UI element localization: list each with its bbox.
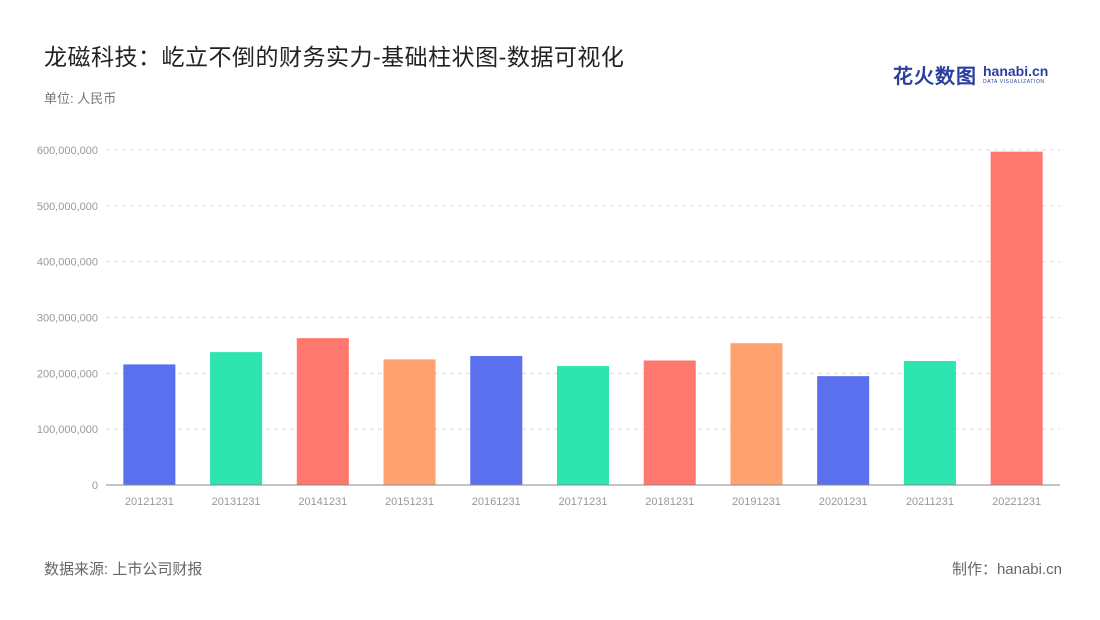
bars [123,151,1043,486]
x-tick-label: 20151231 [385,496,434,508]
brand-logo: 花火数图 hanabi.cn DATA VISUALIZATION [893,60,1048,89]
y-tick-label: 400,000,000 [37,257,98,269]
x-tick-label: 20171231 [559,496,608,508]
data-source: 数据来源: 上市公司财报 [44,561,203,578]
bar-20121231 [123,364,176,485]
x-tick-label: 20121231 [125,496,174,508]
bar-20131231 [210,352,263,485]
x-tick-label: 20161231 [472,496,521,508]
y-tick-label: 0 [92,480,98,492]
x-tick-label: 20201231 [819,496,868,508]
x-tick-label: 20211231 [906,496,954,508]
bar-20171231 [556,366,610,485]
y-axis-ticks: 0 100,000,000 200,000,000 300,000,000 400,00… [37,145,98,492]
bar-20181231 [643,360,696,485]
page-title: 龙磁科技：屹立不倒的财务实力-基础柱状图-数据可视化 [44,44,625,70]
x-tick-label: 20181231 [645,496,694,508]
logo-english-text: hanabi.cn [983,63,1049,79]
x-tick-label: 20131231 [212,496,261,508]
y-tick-label: 100,000,000 [37,424,98,436]
x-tick-label: 20221231 [992,496,1041,508]
y-tick-label: 300,000,000 [37,313,98,325]
bar-20201231 [817,376,870,485]
bar-20191231 [730,343,783,485]
x-tick-label: 20191231 [732,496,781,508]
y-tick-label: 200,000,000 [37,368,98,380]
logo-subtitle: DATA VISUALIZATION [983,79,1045,85]
y-tick-label: 500,000,000 [37,201,98,213]
logo-chinese-text: 花火数图 [893,66,977,88]
bar-20221231 [990,151,1043,486]
grid-lines [106,149,1060,430]
logo-english-block: hanabi.cn DATA VISUALIZATION [983,64,1048,85]
bar-20141231 [296,338,349,485]
unit-label: 单位: 人民币 [44,91,117,106]
x-tick-label: 20141231 [298,496,347,508]
bar-20211231 [903,361,956,485]
bar-20151231 [383,359,436,485]
bar-20161231 [470,356,523,485]
credit-text: 制作：hanabi.cn [951,561,1062,578]
y-tick-label: 600,000,000 [37,145,98,157]
x-axis-ticks: 20121231 20131231 20141231 20151231 20161231… [125,496,1041,508]
